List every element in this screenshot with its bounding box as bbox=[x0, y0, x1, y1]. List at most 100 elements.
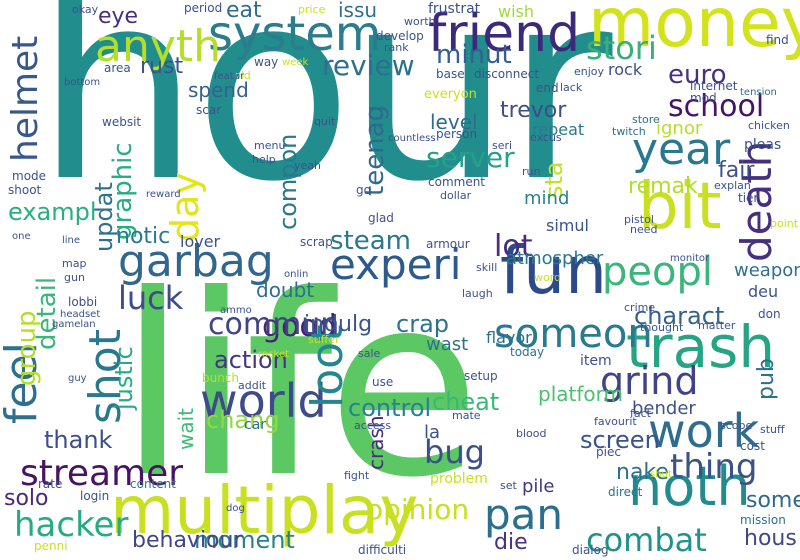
word-feel: cheat bbox=[432, 388, 500, 416]
word-commun: minut bbox=[436, 40, 512, 70]
word-bottom: bottom bbox=[64, 77, 101, 88]
word-opinion: helmet bbox=[5, 35, 46, 162]
word-luck: streamer bbox=[20, 453, 184, 494]
word-line: line bbox=[62, 235, 81, 246]
word-difficulti: difficulti bbox=[358, 543, 407, 557]
word-pub: trevor bbox=[500, 98, 567, 123]
word-hacker: thing bbox=[670, 447, 758, 487]
word-bit: bit bbox=[638, 170, 722, 244]
word-wait: level bbox=[430, 110, 478, 134]
word-thought: thought bbox=[640, 321, 684, 334]
word-go: go bbox=[356, 183, 371, 197]
word-help: help bbox=[252, 153, 276, 166]
word-grind: peopl bbox=[602, 249, 713, 295]
word-reward: reward bbox=[146, 189, 181, 200]
word-school: good bbox=[262, 309, 337, 344]
word-price: price bbox=[298, 3, 326, 16]
word-remak: eat bbox=[226, 0, 262, 23]
word-bender: ignor bbox=[656, 118, 703, 139]
word-tension: tension bbox=[740, 87, 777, 98]
word-excus: excus bbox=[530, 131, 562, 144]
word-today: item bbox=[580, 353, 612, 369]
word-system: system bbox=[208, 6, 382, 62]
word-set: set bbox=[500, 479, 517, 492]
word-solo: crap bbox=[396, 310, 450, 338]
word-rank: rank bbox=[384, 41, 409, 54]
word-setup: bunch bbox=[202, 371, 240, 385]
word-store: store bbox=[632, 113, 660, 126]
word-ignor: weapon bbox=[734, 260, 800, 281]
word-one: one bbox=[12, 231, 31, 242]
word-featur: featur bbox=[214, 71, 245, 82]
word-lack: lack bbox=[560, 81, 583, 94]
word-justic: justic bbox=[110, 346, 138, 410]
word-loot: hous bbox=[744, 526, 797, 551]
word-enjoy: enjoy bbox=[574, 65, 605, 78]
word-nake: action bbox=[214, 346, 288, 374]
word-dialog: dialog bbox=[572, 543, 609, 557]
word-thank: steam bbox=[330, 226, 411, 256]
word-hous: screen bbox=[580, 426, 660, 454]
word-lobbi: lobbi bbox=[68, 295, 98, 309]
word-fun: fun bbox=[500, 232, 607, 309]
word-ammo: ammo bbox=[220, 305, 252, 316]
word-life: life bbox=[118, 241, 481, 532]
word-guy: guy bbox=[68, 373, 87, 384]
word-armour: armour bbox=[426, 237, 470, 251]
word-mission: mission bbox=[740, 513, 786, 527]
word-worth: worth bbox=[404, 15, 436, 28]
word-yeah: yeah bbox=[294, 159, 321, 172]
word-person: person bbox=[436, 127, 478, 141]
word-suffer: suffer bbox=[308, 333, 340, 346]
word-bunch: car bbox=[244, 417, 267, 433]
word-charact: moment bbox=[194, 526, 295, 554]
word-favourit: favourit bbox=[594, 415, 637, 428]
word-fight: fight bbox=[344, 469, 370, 482]
word-okay: okay bbox=[72, 3, 99, 16]
word-anyth: anyth bbox=[95, 21, 222, 72]
word-stuff: stuff bbox=[760, 423, 785, 436]
word-piec: piec bbox=[596, 445, 621, 459]
word-week: week bbox=[282, 57, 309, 68]
word-money: money bbox=[588, 0, 800, 63]
word-base: base bbox=[436, 67, 465, 81]
word-wish: deu bbox=[748, 282, 779, 301]
word-direct: direct bbox=[608, 485, 643, 499]
word-crap: bug bbox=[424, 433, 485, 471]
word-shut: shut bbox=[650, 469, 672, 480]
word-need: need bbox=[630, 223, 658, 236]
word-multiplay: multiplay bbox=[110, 472, 419, 549]
word-combat: review bbox=[322, 49, 415, 82]
word-wast: wait bbox=[174, 407, 198, 450]
word-weapon: atmospher bbox=[506, 248, 604, 269]
word-disconnect: disconnect bbox=[474, 67, 540, 81]
word-gamelan: gamelan bbox=[52, 319, 96, 330]
word-notic: behaviour bbox=[132, 528, 243, 553]
word-peopl: year bbox=[632, 124, 731, 175]
word-old: old bbox=[234, 69, 251, 82]
word-pistol: pistol bbox=[624, 213, 654, 226]
word-find: find bbox=[766, 33, 789, 47]
word-dog: dog bbox=[226, 503, 245, 514]
word-rocket: rocket bbox=[258, 349, 290, 360]
word-action: combat bbox=[586, 521, 707, 559]
word-world: someon bbox=[494, 311, 653, 357]
word-period: period bbox=[184, 1, 223, 15]
word-internet: internet bbox=[690, 79, 738, 93]
word-point: point bbox=[770, 217, 799, 230]
word-rate: rate bbox=[38, 477, 63, 491]
word-seri: seri bbox=[492, 139, 513, 152]
word-quit: quit bbox=[314, 115, 336, 128]
word-death: solo bbox=[4, 486, 49, 511]
word-glad: glad bbox=[368, 211, 394, 225]
word-item: setup bbox=[464, 369, 498, 383]
word-fair: eye bbox=[98, 4, 139, 29]
word-rock: wish bbox=[498, 2, 535, 21]
word-addit: addit bbox=[238, 379, 267, 392]
word-frustrat: frustrat bbox=[428, 1, 481, 17]
word-use: use bbox=[372, 375, 394, 389]
word-shoot: shoot bbox=[8, 183, 42, 197]
word-dollar: dollar bbox=[440, 189, 472, 202]
word-headset: headset bbox=[60, 309, 101, 320]
word-issu: rust bbox=[140, 54, 184, 79]
